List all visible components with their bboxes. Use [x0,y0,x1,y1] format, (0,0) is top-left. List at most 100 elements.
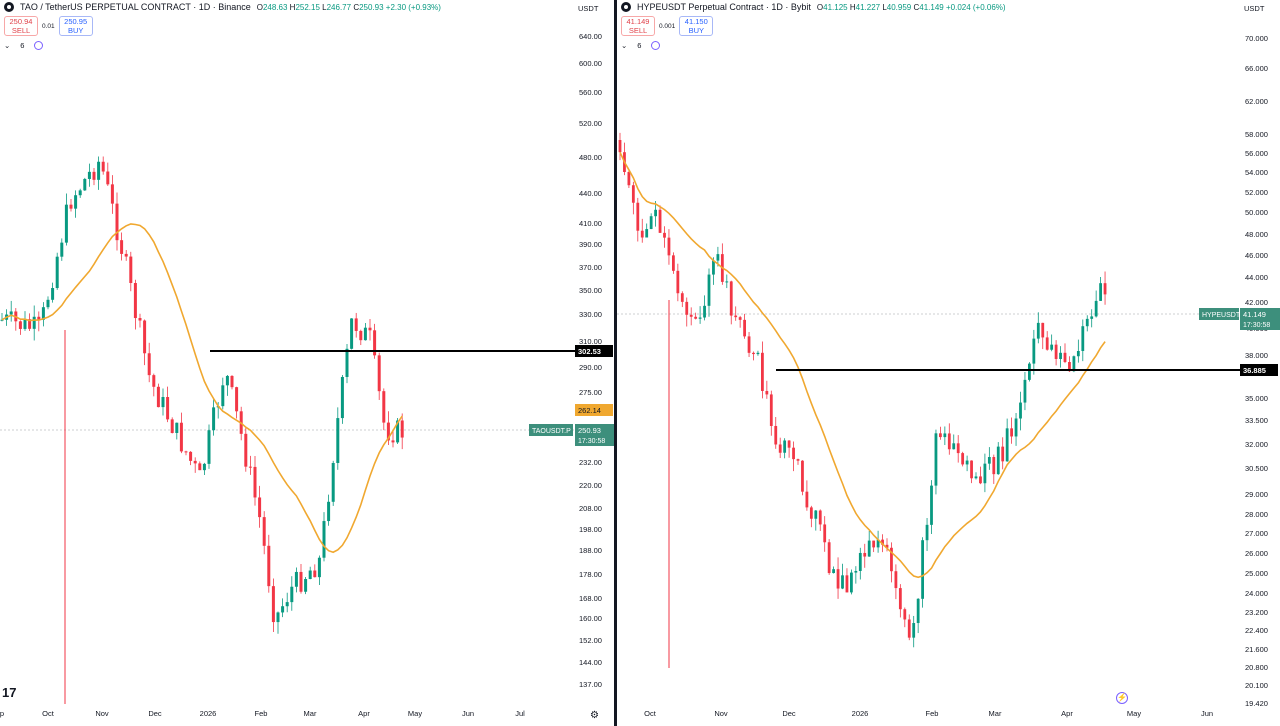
candle-body [331,462,335,502]
candle-body [221,385,225,407]
indicators-toggle[interactable]: ⌄ 6 [4,41,44,50]
sell-button[interactable]: 41.149 SELL [621,16,655,36]
candle-body [32,316,36,329]
candle-body [106,171,110,185]
candle-body [1076,351,1080,357]
candle-body [1010,428,1013,437]
y-tick-label: 330.00 [579,310,602,319]
y-tick-label: 290.00 [579,363,602,372]
candle-body [1001,446,1005,462]
chart-title[interactable]: HYPEUSDT Perpetual Contract · 1D · Bybit [637,2,811,12]
candle-body [46,299,50,308]
buy-button[interactable]: 250.95 BUY [58,16,93,36]
candle-body [805,491,809,508]
chevron-down-icon[interactable]: ⌄ [621,41,628,50]
candle-body [129,256,133,283]
tradingview-logo: 17 [2,685,17,700]
symbol-icon[interactable] [4,2,14,12]
candle-body [1028,363,1031,380]
y-tick-label: 33.500 [1245,416,1268,425]
candle-body [1050,344,1054,350]
countdown-label: 17:30:58 [578,438,605,445]
tao-chart-panel[interactable]: 640.00 600.00 560.00 520.00 480.00 440.00 410.… [0,0,614,726]
gear-icon[interactable]: ⚙ [590,710,599,721]
candle-body [1090,316,1094,319]
candle-body [676,270,680,294]
y-tick-label: 23.200 [1245,608,1268,617]
x-tick-label: May [1127,709,1141,718]
candle-body [858,552,862,571]
x-tick-label: Nov [714,709,728,718]
ma-price-label: 262.14 [578,406,601,415]
candle-body [743,319,746,337]
candle-body [322,521,326,558]
y-tick-label: 27.000 [1245,529,1268,538]
level-price-tag [1240,364,1278,376]
y-tick-label: 24.000 [1245,589,1268,598]
candle-body [120,240,124,254]
hype-price-chart[interactable]: 70.000 66.000 62.000 58.000 56.000 54.000 52.0… [617,0,1280,726]
x-tick-label: Jul [515,709,525,718]
y-tick-label: 50.000 [1245,208,1268,217]
candle-body [841,575,844,589]
candle-body [317,557,321,578]
indicator-settings-icon[interactable] [651,41,661,50]
candle-body [276,612,280,623]
candle-body [193,460,197,464]
candle-body [716,254,720,261]
candle-body [689,314,693,317]
chart-title[interactable]: TAO / TetherUS PERPETUAL CONTRACT · 1D ·… [20,2,251,12]
candle-body [161,397,165,408]
y-tick-label: 220.00 [579,481,602,490]
candle-body [983,463,987,484]
y-tick-label: 44.000 [1245,273,1268,282]
x-tick-label: May [408,709,422,718]
indicator-settings-icon[interactable] [34,41,44,50]
lightning-icon[interactable]: ⚡ [1116,692,1128,704]
candle-body [101,161,105,172]
y-tick-label: 32.000 [1245,440,1268,449]
candle-body [685,301,689,315]
candle-body [1041,322,1045,338]
candle-body [262,517,266,546]
x-tick-label: Oct [42,709,55,718]
candle-body [1005,428,1009,462]
y-tick-label: 168.00 [579,594,602,603]
currency-label[interactable]: USDT [578,4,599,13]
symbol-tag-label: TAOUSDT.P [532,428,571,435]
tao-price-chart[interactable]: 640.00 600.00 560.00 520.00 480.00 440.00 410.… [0,0,614,726]
candle-body [672,255,675,271]
candle-body [801,460,804,492]
candle-body [244,433,248,467]
current-price-tag [575,424,614,446]
y-tick-label: 54.000 [1245,168,1268,177]
candle-body [845,575,849,593]
y-tick-label: 275.00 [579,388,602,397]
candle-body [377,355,381,392]
current-price-label: 41.149 [1243,310,1266,319]
candle-body [943,433,947,438]
hype-chart-panel[interactable]: 70.000 66.000 62.000 58.000 56.000 54.000 52.0… [617,0,1280,726]
candle-body [1072,356,1076,372]
candle-body [885,544,889,548]
candle-body [354,318,358,331]
candle-body [271,586,275,623]
sell-button[interactable]: 250.94 SELL [4,16,38,36]
candle-body [872,540,876,548]
candle-body [987,457,991,464]
currency-label[interactable]: USDT [1244,4,1265,13]
x-tick-label: Feb [926,709,939,718]
y-tick-label: 66.000 [1245,64,1268,73]
chevron-down-icon[interactable]: ⌄ [4,41,11,50]
buy-button[interactable]: 41.150 BUY [679,16,714,36]
symbol-icon[interactable] [621,2,631,12]
candle-body [64,204,68,243]
candle-body [1063,352,1067,363]
panel-divider[interactable] [614,0,617,726]
candle-body [350,318,354,349]
candle-body [285,602,289,607]
candle-body [225,375,229,386]
candle-body [28,319,32,329]
candle-body [308,570,312,579]
indicators-toggle[interactable]: ⌄ 6 [621,41,661,50]
